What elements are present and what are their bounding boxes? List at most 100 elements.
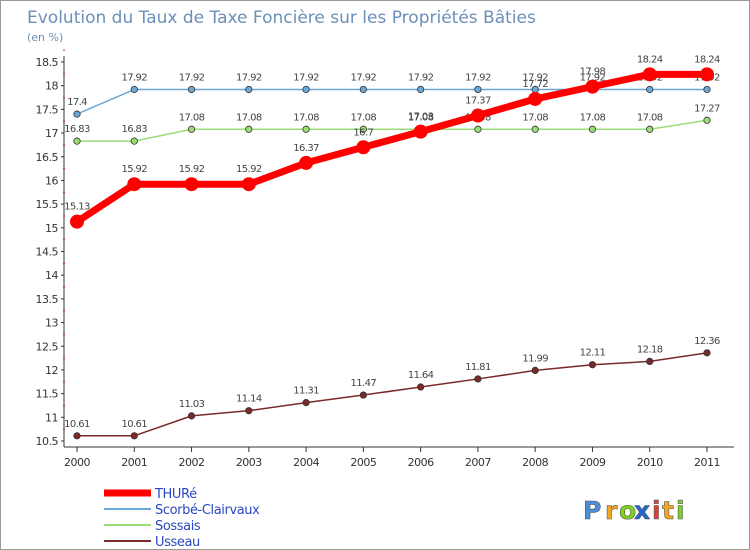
- x-tick-label: 2008: [522, 456, 548, 469]
- data-label: 15.92: [179, 164, 205, 175]
- data-label: 11.14: [236, 394, 262, 405]
- data-label: 17.08: [351, 112, 377, 123]
- data-label: 17.08: [179, 112, 205, 123]
- x-tick-label: 2004: [293, 456, 319, 469]
- data-point: [302, 85, 310, 94]
- data-label: 11.03: [179, 399, 205, 410]
- x-tick-label: 2005: [350, 456, 376, 469]
- legend-label: Scorbé-Clairvaux: [155, 503, 260, 518]
- data-label: 17.92: [293, 72, 319, 83]
- series-line-secondary: [76, 119, 708, 142]
- data-point: [302, 399, 310, 407]
- data-label: 17.27: [694, 103, 720, 114]
- data-point: [245, 85, 253, 94]
- data-point: [245, 125, 253, 133]
- data-label: 11.99: [522, 353, 548, 364]
- data-label: 16.7: [353, 127, 373, 138]
- y-tick-label: 10.5: [36, 435, 59, 448]
- data-label: 17.92: [465, 72, 491, 83]
- data-point: [187, 85, 196, 94]
- data-label: 12.36: [694, 336, 720, 347]
- data-label: 17.92: [522, 72, 548, 83]
- data-label: 12.18: [637, 344, 663, 355]
- data-point: [417, 85, 425, 94]
- data-label: 17.03: [408, 112, 434, 123]
- series-group: 17.417.92 17.92 17.92 17.92 17.92 17.92 17.92 1…: [64, 54, 721, 440]
- data-point: [130, 85, 138, 94]
- data-label: 17.08: [408, 112, 434, 123]
- data-point: [703, 85, 711, 94]
- y-tick-label: 11: [45, 411, 58, 424]
- data-point: [646, 357, 654, 366]
- y-tick-label: 16: [45, 174, 58, 187]
- data-label: 17.72: [522, 79, 548, 90]
- data-label: 11.64: [408, 370, 434, 381]
- x-tick-label: 2002: [179, 456, 205, 469]
- data-point: [356, 140, 371, 155]
- x-tick-label: 2003: [236, 456, 262, 469]
- data-label: 17.4: [67, 97, 87, 108]
- data-point: [245, 407, 253, 415]
- data-label: 15.92: [121, 164, 147, 175]
- data-point: [646, 85, 654, 94]
- x-tick-label: 2010: [637, 456, 663, 469]
- logo-letter: x: [634, 496, 650, 525]
- data-label: 17.08: [236, 112, 262, 123]
- y-tick-label: 14: [45, 269, 58, 282]
- data-point: [184, 177, 199, 192]
- data-point: [703, 116, 711, 124]
- data-point: [302, 125, 310, 133]
- y-tick-label: 12.5: [36, 340, 59, 353]
- y-tick-label: 15.5: [36, 198, 59, 211]
- data-label: 17.92: [121, 72, 147, 83]
- y-tick-label: 14.5: [36, 246, 59, 259]
- data-point: [470, 108, 485, 123]
- y-tick-label: 13: [45, 317, 58, 330]
- data-label: 17.92: [179, 72, 205, 83]
- y-tick-label: 18.5: [36, 56, 59, 69]
- x-tick-label: 2000: [64, 456, 90, 469]
- data-point: [73, 432, 81, 440]
- y-axis-unit: (en %): [27, 31, 63, 44]
- x-tick-label: 2007: [465, 456, 491, 469]
- x-tick-label: 2006: [408, 456, 434, 469]
- data-point: [73, 110, 81, 118]
- data-point: [130, 137, 138, 145]
- data-label: 17.08: [637, 112, 663, 123]
- data-label: 11.81: [465, 362, 491, 373]
- legend-label: Usseau: [155, 535, 200, 550]
- data-label: 16.83: [64, 124, 90, 135]
- legend-label: THURé: [154, 487, 197, 502]
- data-point: [417, 383, 425, 391]
- data-label: 17.92: [236, 72, 262, 83]
- data-point: [127, 177, 142, 192]
- data-label: 12.11: [580, 348, 606, 359]
- data-point: [528, 91, 543, 106]
- data-label: 10.61: [64, 419, 90, 430]
- y-tick-label: 17: [45, 127, 58, 140]
- y-tick-label: 16.5: [36, 151, 59, 164]
- series-line-secondary: [76, 352, 708, 437]
- data-point: [585, 79, 600, 94]
- data-point: [359, 391, 367, 399]
- data-label: 15.92: [236, 164, 262, 175]
- data-point: [642, 67, 657, 82]
- data-point: [474, 85, 482, 94]
- data-label: 17.92: [351, 72, 377, 83]
- data-label: 15.13: [64, 202, 90, 213]
- data-point: [187, 125, 196, 133]
- data-label: 17.92: [580, 72, 606, 83]
- x-tick-label: 2011: [694, 456, 720, 469]
- data-label: 16.37: [293, 143, 319, 154]
- data-label: 16.83: [121, 124, 147, 135]
- logo-letter: P: [583, 496, 601, 525]
- logo-letter: r: [605, 496, 618, 525]
- x-ticks: 2000 2001 2002 2003 2004 2005 2006 2007 2008 2009…: [64, 447, 721, 469]
- y-tick-label: 17.5: [36, 103, 59, 116]
- data-label: 17.98: [580, 67, 606, 78]
- data-label: 17.08: [522, 112, 548, 123]
- data-label: 11.31: [293, 386, 319, 397]
